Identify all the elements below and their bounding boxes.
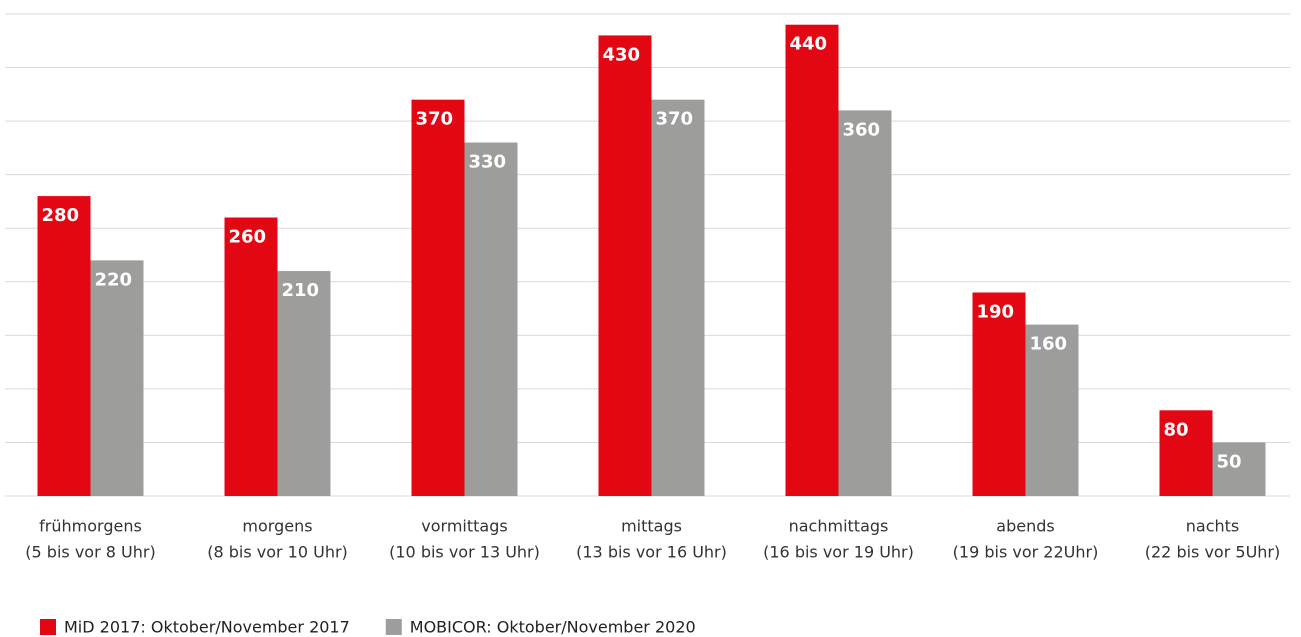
bar [90, 260, 144, 496]
bar [598, 35, 652, 497]
bar [37, 196, 91, 497]
data-label: 50 [1217, 451, 1242, 472]
data-label: 220 [95, 269, 133, 290]
bar [972, 292, 1026, 496]
x-tick-label: (13 bis vor 16 Uhr) [576, 543, 727, 562]
bar [277, 271, 331, 496]
data-label: 280 [42, 205, 80, 226]
x-tick-label: (8 bis vor 10 Uhr) [207, 543, 348, 562]
data-label: 160 [1030, 334, 1068, 355]
x-tick-label: (16 bis vor 19 Uhr) [763, 543, 914, 562]
x-tick-label: morgens [242, 517, 312, 536]
data-label: 440 [790, 34, 828, 55]
data-label: 360 [843, 119, 881, 140]
data-label: 80 [1164, 419, 1189, 440]
data-label: 210 [282, 280, 320, 301]
x-tick-label: nachmittags [789, 517, 889, 536]
bar [1212, 442, 1266, 496]
x-tick-label: (10 bis vor 13 Uhr) [389, 543, 540, 562]
x-tick-label: (22 bis vor 5Uhr) [1145, 543, 1280, 562]
data-label: 260 [229, 227, 267, 248]
bar [464, 142, 518, 497]
data-label: 370 [416, 109, 454, 130]
x-tick-label: abends [996, 517, 1054, 536]
legend-swatch [385, 619, 402, 635]
data-label: 330 [469, 152, 507, 173]
legend-label: MOBICOR: Oktober/November 2020 [410, 618, 696, 637]
bar [838, 110, 892, 497]
x-tick-label: frühmorgens [39, 517, 142, 536]
bar [1159, 410, 1213, 496]
bar [224, 217, 278, 496]
x-tick-label: vormittags [421, 517, 507, 536]
bar [411, 99, 465, 496]
bar [785, 24, 839, 496]
data-label: 190 [977, 301, 1015, 322]
data-label: 370 [656, 109, 694, 130]
bar [651, 99, 705, 496]
x-tick-label: nachts [1186, 517, 1240, 536]
bar [1025, 324, 1079, 496]
legend-label: MiD 2017: Oktober/November 2017 [64, 618, 350, 637]
data-label: 430 [603, 44, 641, 65]
x-tick-label: (19 bis vor 22Uhr) [953, 543, 1099, 562]
legend-swatch [40, 619, 56, 635]
x-tick-label: (5 bis vor 8 Uhr) [25, 543, 155, 562]
x-tick-label: mittags [621, 517, 682, 536]
